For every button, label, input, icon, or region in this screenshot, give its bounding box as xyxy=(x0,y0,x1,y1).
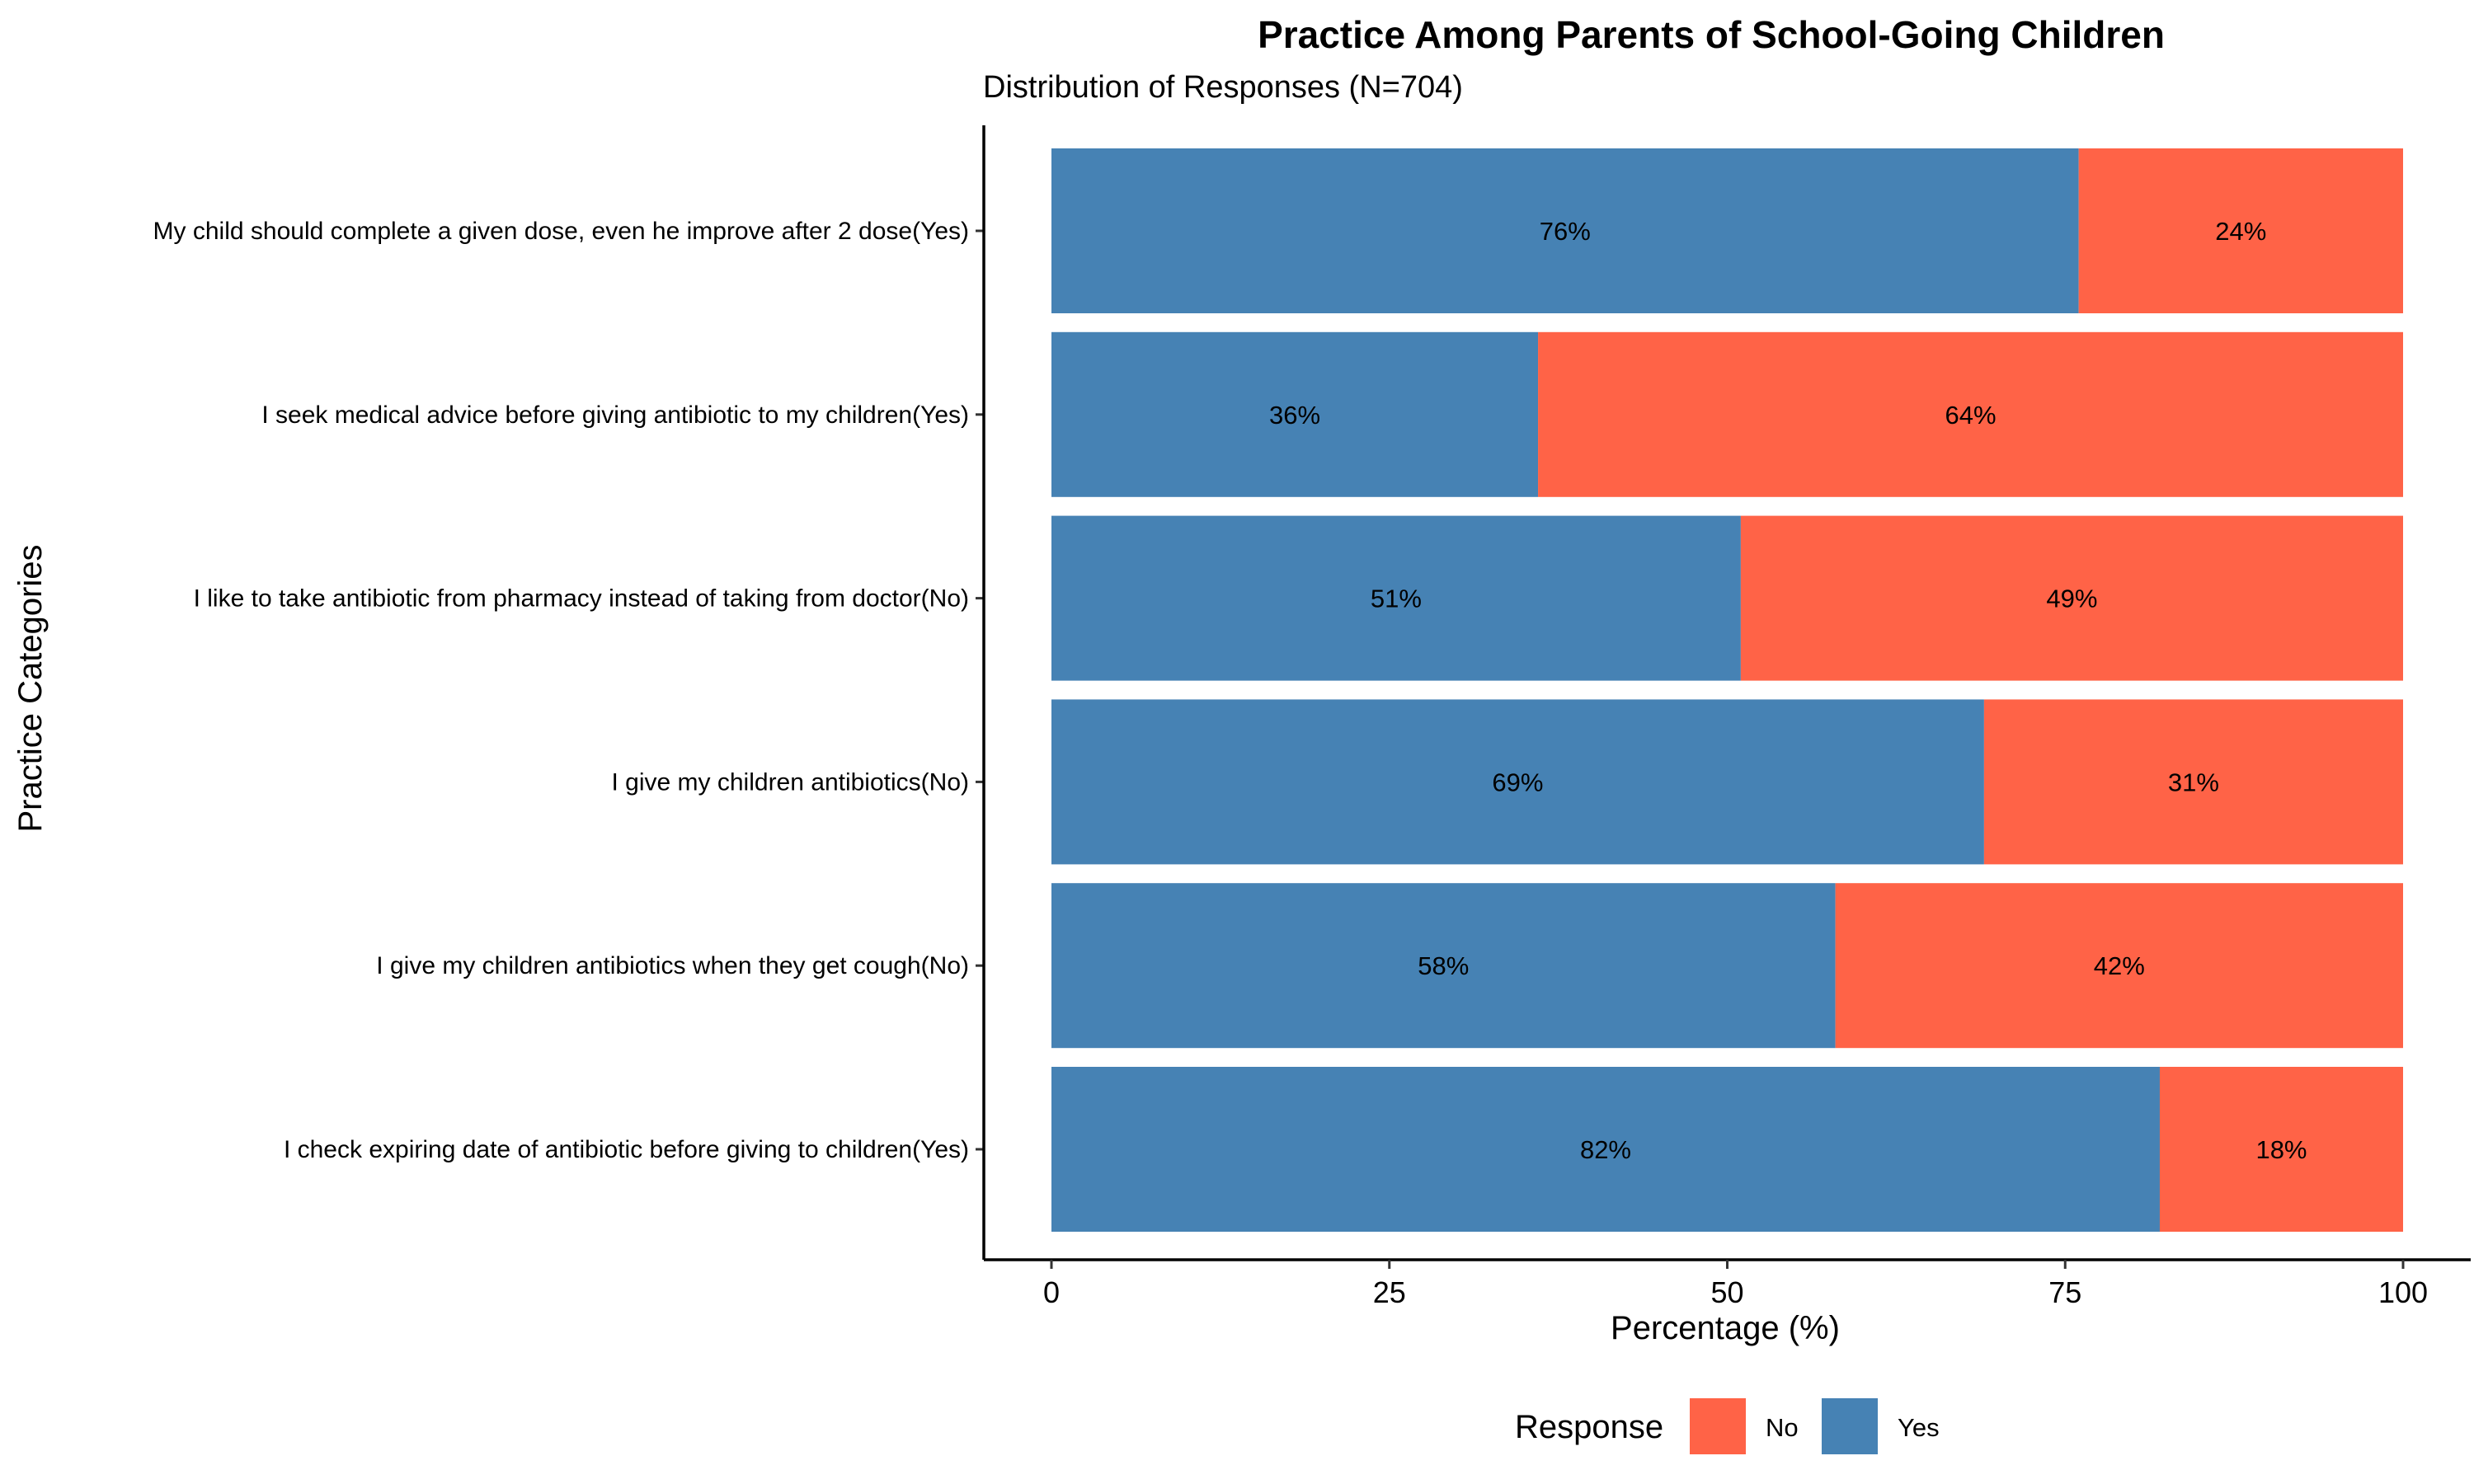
category-label-5: I give my children antibiotics when they… xyxy=(376,952,969,979)
category-label-2: I seek medical advice before giving anti… xyxy=(261,402,969,429)
data-label-yes-6: 82% xyxy=(1580,1135,1631,1164)
data-label-no-3: 49% xyxy=(2046,585,2097,613)
category-label-3: I like to take antibiotic from pharmacy … xyxy=(194,585,969,613)
data-label-yes-3: 51% xyxy=(1371,585,1422,613)
chart-title: Practice Among Parents of School-Going C… xyxy=(1258,13,2165,56)
x-tick-label-50: 50 xyxy=(1710,1275,1743,1309)
bar-no-1[interactable] xyxy=(2078,148,2403,313)
y-axis-title: Practice Categories xyxy=(12,544,49,832)
x-axis-title: Percentage (%) xyxy=(1611,1310,1840,1346)
data-label-yes-1: 76% xyxy=(1540,217,1591,246)
bar-no-4[interactable] xyxy=(1983,699,2403,865)
category-label-6: I check expiring date of antibiotic befo… xyxy=(284,1136,969,1163)
x-tick-label-0: 0 xyxy=(1043,1275,1060,1309)
bar-yes-2[interactable] xyxy=(1051,331,1539,497)
bars-layer: 76% 24% 36% 64% 51% 49% 69% 31% 58% 42% 82% 18% xyxy=(1051,148,2403,1232)
data-label-yes-5: 58% xyxy=(1418,951,1469,980)
x-tick-label-100: 100 xyxy=(2378,1275,2428,1309)
bar-yes-6[interactable] xyxy=(1051,1067,2160,1232)
legend-swatch-no[interactable] xyxy=(1690,1398,1746,1454)
category-label-1: My child should complete a given dose, e… xyxy=(153,218,969,245)
x-tick-label-75: 75 xyxy=(2048,1275,2081,1309)
data-label-no-6: 18% xyxy=(2255,1135,2307,1164)
bar-no-2[interactable] xyxy=(1538,331,2403,497)
data-label-yes-4: 69% xyxy=(1492,768,1543,796)
data-label-no-1: 24% xyxy=(2215,217,2266,246)
bar-yes-1[interactable] xyxy=(1051,148,2079,313)
bar-no-6[interactable] xyxy=(2159,1067,2403,1232)
legend-swatch-yes[interactable] xyxy=(1822,1398,1878,1454)
data-label-no-5: 42% xyxy=(2094,951,2145,980)
bar-yes-3[interactable] xyxy=(1051,515,1741,681)
legend-title: Response xyxy=(1515,1409,1663,1445)
legend-label-no: No xyxy=(1766,1413,1799,1442)
x-tick-label-25: 25 xyxy=(1373,1275,1406,1309)
bar-yes-4[interactable] xyxy=(1051,699,1984,865)
legend-label-yes: Yes xyxy=(1898,1413,1940,1442)
chart-subtitle: Distribution of Responses (N=704) xyxy=(983,70,1463,105)
legend: Response No Yes xyxy=(1515,1398,1940,1454)
data-label-yes-2: 36% xyxy=(1269,401,1320,430)
category-label-4: I give my children antibiotics(No) xyxy=(612,768,970,796)
data-label-no-4: 31% xyxy=(2168,768,2219,796)
axes-layer: My child should complete a given dose, e… xyxy=(153,125,2471,1309)
bar-no-5[interactable] xyxy=(1835,883,2403,1049)
bar-no-3[interactable] xyxy=(1740,515,2403,681)
bar-yes-5[interactable] xyxy=(1051,883,1836,1049)
data-label-no-2: 64% xyxy=(1945,401,1996,430)
